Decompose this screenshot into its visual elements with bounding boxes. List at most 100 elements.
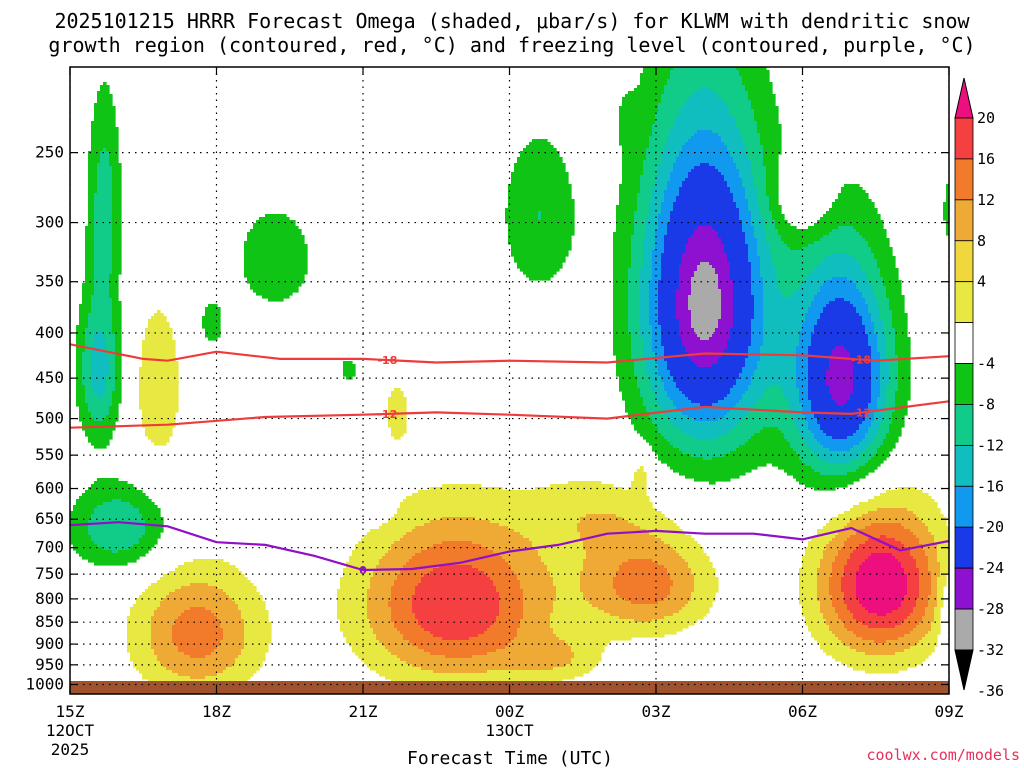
omega-cell xyxy=(97,172,113,176)
omega-cell xyxy=(721,316,734,320)
omega-cell xyxy=(613,250,632,254)
omega-cell xyxy=(655,232,668,236)
omega-cell xyxy=(151,646,179,650)
omega-cell xyxy=(628,298,641,302)
omega-cell xyxy=(487,652,575,656)
omega-cell xyxy=(847,400,872,404)
omega-cell xyxy=(619,106,659,110)
omega-cell xyxy=(826,370,854,374)
omega-cell xyxy=(886,289,902,293)
omega-cell xyxy=(619,130,653,134)
omega-cell xyxy=(838,226,854,230)
omega-cell xyxy=(130,652,155,656)
omega-cell xyxy=(478,568,512,572)
omega-cell xyxy=(931,532,949,536)
omega-cell xyxy=(865,301,878,305)
omega-cell xyxy=(88,439,110,443)
chart-title-line-2: growth region (contoured, red, °C) and f… xyxy=(48,33,975,57)
omega-cell xyxy=(583,541,665,545)
omega-cell xyxy=(832,253,848,257)
omega-cell xyxy=(787,472,821,476)
omega-cell xyxy=(91,385,107,389)
omega-cell xyxy=(817,595,833,599)
omega-cell xyxy=(82,376,92,380)
omega-cell xyxy=(898,607,914,611)
omega-cell xyxy=(97,91,110,95)
omega-cell xyxy=(613,334,632,338)
omega-cell xyxy=(157,607,191,611)
omega-cell xyxy=(844,403,869,407)
omega-cell xyxy=(619,112,656,116)
omega-cell xyxy=(340,625,371,629)
omega-cell xyxy=(691,319,719,323)
omega-cell xyxy=(865,433,878,437)
omega-cell xyxy=(640,82,668,86)
omega-cell xyxy=(88,160,101,164)
omega-cell xyxy=(832,595,845,599)
omega-cell xyxy=(721,238,746,242)
omega-cell xyxy=(82,421,116,425)
omega-cell xyxy=(73,547,104,551)
omega-cell xyxy=(640,73,671,77)
omega-cell xyxy=(868,340,878,344)
omega-cell xyxy=(829,580,842,584)
omega-cell xyxy=(748,250,758,254)
omega-cell xyxy=(109,370,116,374)
omega-cell xyxy=(109,286,119,290)
omega-cell xyxy=(178,649,215,653)
omega-cell xyxy=(91,310,113,314)
y-tick-label: 650 xyxy=(35,509,64,528)
omega-cell xyxy=(673,166,695,170)
omega-cell xyxy=(667,82,743,86)
omega-cell xyxy=(385,676,575,680)
omega-cell xyxy=(412,556,503,560)
omega-cell xyxy=(754,295,764,299)
omega-cell xyxy=(640,322,650,326)
omega-cell xyxy=(865,652,896,656)
omega-cell xyxy=(103,394,113,398)
omega-cell xyxy=(499,553,539,557)
omega-cell xyxy=(847,277,869,281)
omega-cell xyxy=(88,178,98,182)
omega-cell xyxy=(796,361,809,365)
omega-cell xyxy=(649,373,659,377)
omega-cell xyxy=(496,649,572,653)
omega-cell xyxy=(88,529,146,533)
omega-cell xyxy=(88,196,95,200)
omega-cell xyxy=(649,415,668,419)
omega-cell xyxy=(70,529,89,533)
omega-cell xyxy=(628,280,641,284)
omega-cell xyxy=(760,214,773,218)
omega-cell xyxy=(658,289,677,293)
omega-cell xyxy=(616,208,638,212)
omega-cell xyxy=(517,262,563,266)
omega-cell xyxy=(112,241,122,245)
omega-cell xyxy=(619,127,653,131)
omega-cell xyxy=(688,241,722,245)
omega-cell xyxy=(94,271,113,275)
omega-cell xyxy=(772,262,821,266)
omega-cell xyxy=(763,301,812,305)
omega-cell xyxy=(769,250,872,254)
omega-cell xyxy=(94,247,113,251)
omega-cell xyxy=(106,352,116,356)
omega-cell xyxy=(91,514,143,518)
omega-cell xyxy=(934,616,941,620)
omega-cell xyxy=(886,613,911,617)
omega-cell xyxy=(88,175,98,179)
omega-cell xyxy=(583,562,623,566)
omega-cell xyxy=(832,202,875,206)
omega-cell xyxy=(871,553,893,557)
omega-cell xyxy=(889,424,905,428)
omega-cell xyxy=(631,247,644,251)
omega-cell xyxy=(646,364,659,368)
omega-cell xyxy=(208,304,218,308)
omega-cell xyxy=(520,586,557,590)
omega-cell xyxy=(763,157,779,161)
omega-cell xyxy=(379,673,584,677)
omega-cell xyxy=(754,433,785,437)
omega-cell xyxy=(757,361,797,365)
omega-cell xyxy=(616,223,635,227)
omega-cell xyxy=(514,259,566,263)
omega-cell xyxy=(205,655,239,659)
